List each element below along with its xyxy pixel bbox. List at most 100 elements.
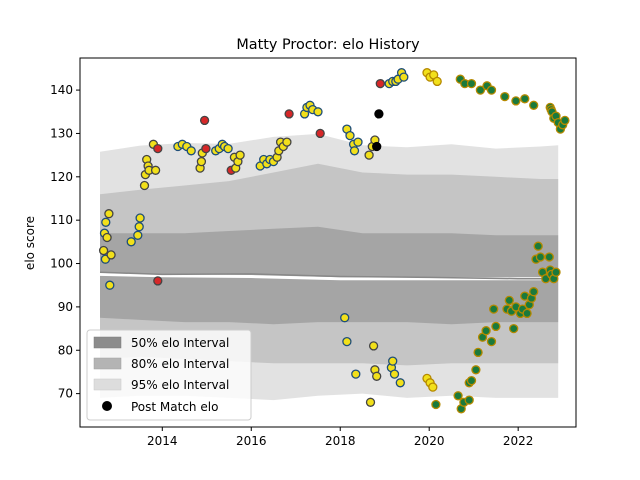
y-axis: 70 80 90 100 110 120 130 140 <box>50 83 80 401</box>
post-match-elo-point <box>199 115 210 126</box>
post-match-elo-point <box>201 143 211 154</box>
legend-label-80: 80% elo Interval <box>131 357 229 371</box>
post-match-elo-point <box>153 276 163 286</box>
y-tick-label: 110 <box>50 213 73 227</box>
post-match-elo-point <box>106 250 116 260</box>
post-match-elo-point <box>353 137 363 147</box>
post-match-elo-point <box>544 252 554 262</box>
post-match-elo-point <box>364 150 374 160</box>
post-match-elo-point <box>105 280 115 290</box>
post-match-elo-point <box>351 369 361 379</box>
y-tick-label: 140 <box>50 83 73 97</box>
post-match-elo-point <box>551 267 561 277</box>
y-tick-label: 100 <box>50 257 73 271</box>
post-match-elo-point <box>349 146 360 156</box>
y-tick-label: 120 <box>50 170 73 184</box>
legend-swatch-95 <box>93 378 122 391</box>
post-match-elo-point <box>368 341 379 351</box>
y-tick-label: 80 <box>58 343 73 357</box>
post-match-elo-point <box>511 96 521 106</box>
post-match-elo-point <box>374 109 384 119</box>
post-match-elo-point <box>133 230 143 240</box>
x-axis: 2014 2016 2018 2020 2022 <box>147 427 533 448</box>
post-match-elo-point <box>196 156 207 167</box>
post-match-elo-point <box>486 85 497 95</box>
y-tick-label: 130 <box>50 126 73 140</box>
legend-label-50: 50% elo Interval <box>131 336 229 350</box>
post-match-elo-point <box>235 150 245 160</box>
legend-frame <box>86 329 252 421</box>
post-match-elo-point <box>134 222 144 232</box>
post-match-elo-point <box>126 237 136 247</box>
post-match-elo-point <box>388 356 398 366</box>
post-match-elo-point <box>520 94 530 104</box>
post-match-elo-point <box>98 245 109 256</box>
legend-swatch-80 <box>93 357 122 370</box>
post-match-elo-point <box>345 130 355 141</box>
legend: 50% elo Interval 80% elo Interval 95% el… <box>86 329 252 421</box>
post-match-elo-point <box>471 365 481 375</box>
x-tick-label: 2018 <box>325 434 356 448</box>
band-80-interval <box>100 163 559 366</box>
post-match-elo-point <box>533 241 543 251</box>
post-match-elo-point <box>135 213 145 223</box>
post-match-elo-point <box>481 326 491 336</box>
post-match-elo-point <box>489 304 499 314</box>
post-match-elo-point <box>375 78 385 89</box>
post-match-elo-point <box>522 308 532 319</box>
post-match-elo-point <box>491 321 501 332</box>
post-match-elo-point <box>342 336 352 347</box>
post-match-elo-point <box>284 109 294 119</box>
post-match-elo-point <box>186 146 196 156</box>
post-match-elo-point <box>282 137 292 147</box>
post-match-elo-point <box>139 180 150 191</box>
post-match-elo-point <box>466 375 477 386</box>
legend-swatch-50 <box>93 336 122 349</box>
post-match-elo-point <box>223 143 233 154</box>
y-axis-label: elo score <box>23 216 37 270</box>
post-match-elo-point <box>101 217 111 227</box>
post-match-elo-point <box>560 115 570 126</box>
post-match-elo-point <box>504 295 514 306</box>
post-match-elo-point <box>431 399 441 410</box>
post-match-elo-point <box>372 371 382 381</box>
post-match-elo-point <box>486 336 497 347</box>
median-line-grey <box>99 271 559 280</box>
post-match-elo-point <box>395 378 405 388</box>
post-match-elo-point <box>464 395 474 405</box>
post-match-elo-point <box>432 76 442 87</box>
post-match-elo-point <box>340 313 350 323</box>
y-tick-label: 70 <box>58 387 73 401</box>
post-match-elo-point <box>500 91 510 102</box>
chart-title: Matty Proctor: elo History <box>236 37 420 53</box>
post-match-elo-point <box>313 107 323 117</box>
post-match-elo-point <box>453 391 463 401</box>
post-match-elo-point <box>372 141 382 152</box>
post-match-elo-point <box>509 323 519 334</box>
post-match-elo-point <box>473 347 483 358</box>
post-match-elo-point <box>399 72 409 82</box>
x-tick-label: 2014 <box>147 434 178 448</box>
x-tick-label: 2020 <box>414 434 445 448</box>
post-match-elo-point <box>150 165 161 175</box>
legend-label-post-match: Post Match elo <box>131 400 218 414</box>
post-match-elo-point <box>104 209 114 219</box>
post-match-elo-point <box>535 252 546 262</box>
post-match-elo-point <box>428 382 438 392</box>
post-match-elo-point <box>389 369 400 379</box>
post-match-elo-point <box>153 143 163 154</box>
post-match-elo-point <box>475 85 486 95</box>
post-match-elo-point <box>102 232 112 243</box>
y-tick-label: 90 <box>58 300 73 314</box>
post-match-elo-point <box>365 397 376 407</box>
post-match-elo-point <box>529 100 539 110</box>
post-match-elo-point <box>529 287 539 297</box>
legend-label-95: 95% elo Interval <box>131 378 229 392</box>
axes-frame <box>79 57 577 428</box>
x-tick-label: 2016 <box>236 434 267 448</box>
x-tick-label: 2022 <box>503 434 534 448</box>
post-match-elo-point <box>466 78 477 89</box>
legend-marker-post-match <box>102 401 112 411</box>
post-match-elo-point <box>315 128 325 139</box>
